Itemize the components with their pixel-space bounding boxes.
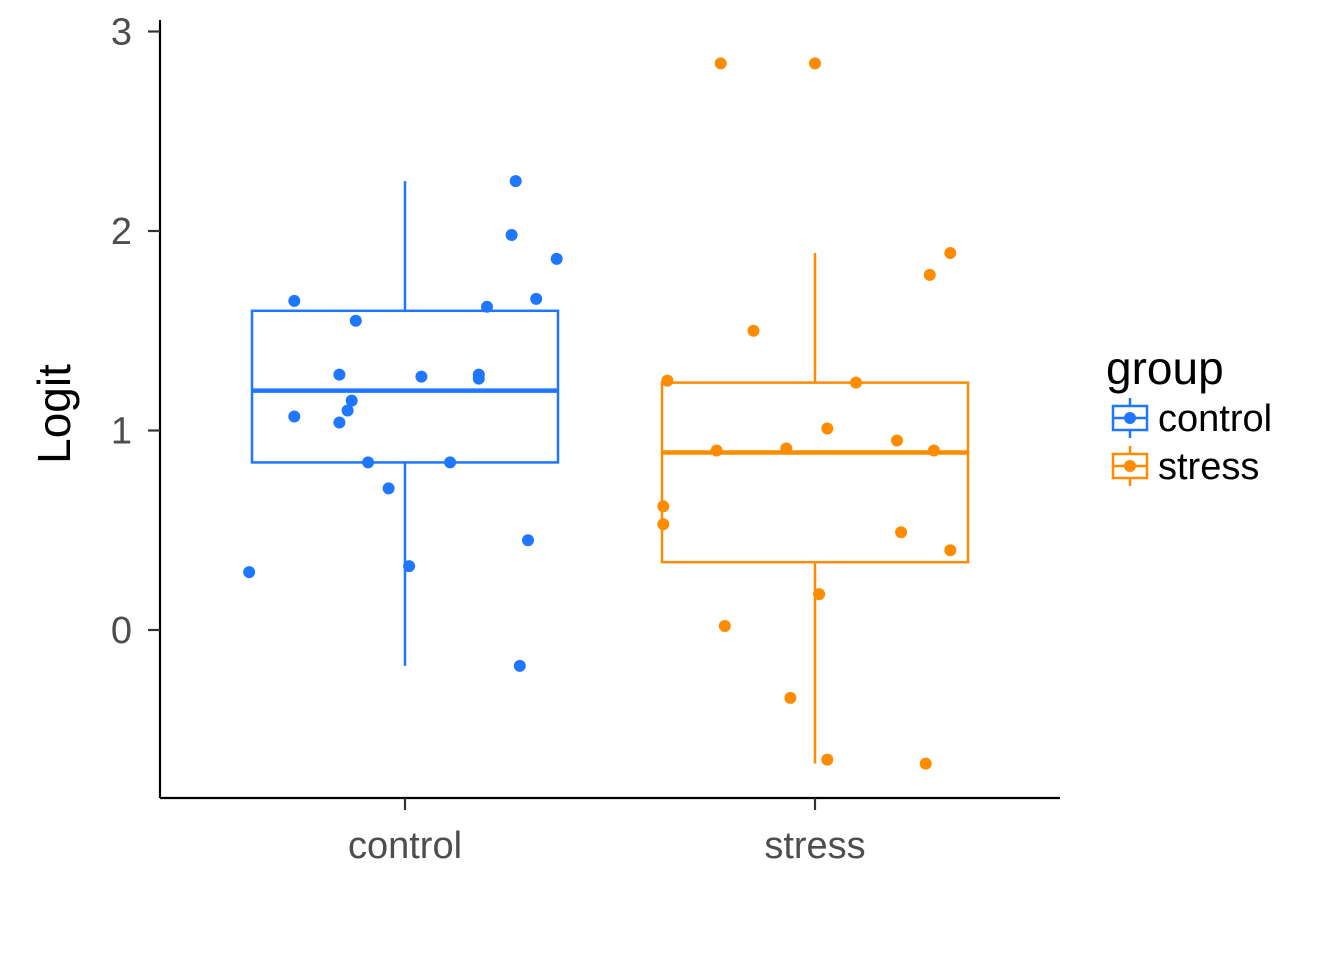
data-point bbox=[891, 434, 903, 447]
data-point bbox=[821, 753, 834, 766]
legend-title: group bbox=[1106, 342, 1224, 394]
data-point bbox=[382, 482, 395, 495]
y-tick-label: 3 bbox=[111, 12, 132, 54]
data-point bbox=[784, 691, 797, 704]
data-point bbox=[944, 246, 957, 259]
plot-area bbox=[243, 57, 970, 770]
y-tick-label: 2 bbox=[111, 211, 132, 253]
data-point bbox=[333, 416, 346, 429]
y-tick-label: 1 bbox=[111, 411, 132, 453]
data-point bbox=[530, 292, 543, 305]
data-point bbox=[403, 560, 416, 573]
box bbox=[660, 381, 970, 564]
data-point bbox=[919, 757, 932, 770]
data-point bbox=[481, 300, 493, 313]
data-point bbox=[657, 518, 670, 531]
data-point bbox=[813, 588, 826, 601]
data-point bbox=[944, 544, 957, 557]
data-point bbox=[472, 372, 485, 385]
series-control bbox=[243, 175, 563, 672]
data-point bbox=[657, 500, 670, 513]
data-point bbox=[505, 228, 518, 241]
y-tick-label: 0 bbox=[111, 610, 132, 652]
data-point bbox=[333, 368, 346, 381]
data-point bbox=[927, 444, 940, 457]
data-point bbox=[288, 294, 301, 307]
legend-key-point bbox=[1124, 412, 1136, 424]
data-point bbox=[718, 620, 731, 633]
data-point bbox=[341, 404, 354, 417]
data-point bbox=[288, 410, 301, 423]
x-tick-label: control bbox=[348, 825, 462, 867]
legend-label: control bbox=[1158, 398, 1272, 440]
data-point bbox=[362, 456, 375, 469]
data-point bbox=[243, 566, 256, 579]
data-point bbox=[513, 659, 526, 672]
legend-item-control: control bbox=[1111, 398, 1272, 440]
data-point bbox=[710, 444, 723, 457]
legend-label: stress bbox=[1158, 446, 1259, 488]
data-point bbox=[415, 370, 428, 383]
data-point bbox=[923, 268, 936, 281]
legend-key-point bbox=[1124, 460, 1136, 472]
y-axis-title: Logit bbox=[28, 364, 80, 464]
x-tick-label: stress bbox=[764, 825, 865, 867]
data-point bbox=[714, 57, 727, 70]
axes: 0 1 2 3 control stress bbox=[111, 12, 1060, 867]
data-point bbox=[444, 456, 457, 469]
series-stress bbox=[657, 57, 970, 770]
data-point bbox=[509, 175, 522, 188]
data-point bbox=[522, 534, 534, 547]
data-point bbox=[895, 526, 908, 539]
legend: group control stress bbox=[1106, 342, 1272, 488]
data-point bbox=[809, 57, 821, 70]
legend-item-stress: stress bbox=[1111, 446, 1259, 488]
data-point bbox=[850, 376, 862, 389]
data-point bbox=[821, 422, 834, 435]
data-point bbox=[349, 314, 362, 327]
data-point bbox=[747, 324, 760, 337]
box bbox=[250, 309, 560, 464]
data-point bbox=[345, 394, 358, 407]
data-point bbox=[661, 374, 674, 387]
data-point bbox=[550, 252, 563, 265]
data-point bbox=[780, 442, 793, 455]
